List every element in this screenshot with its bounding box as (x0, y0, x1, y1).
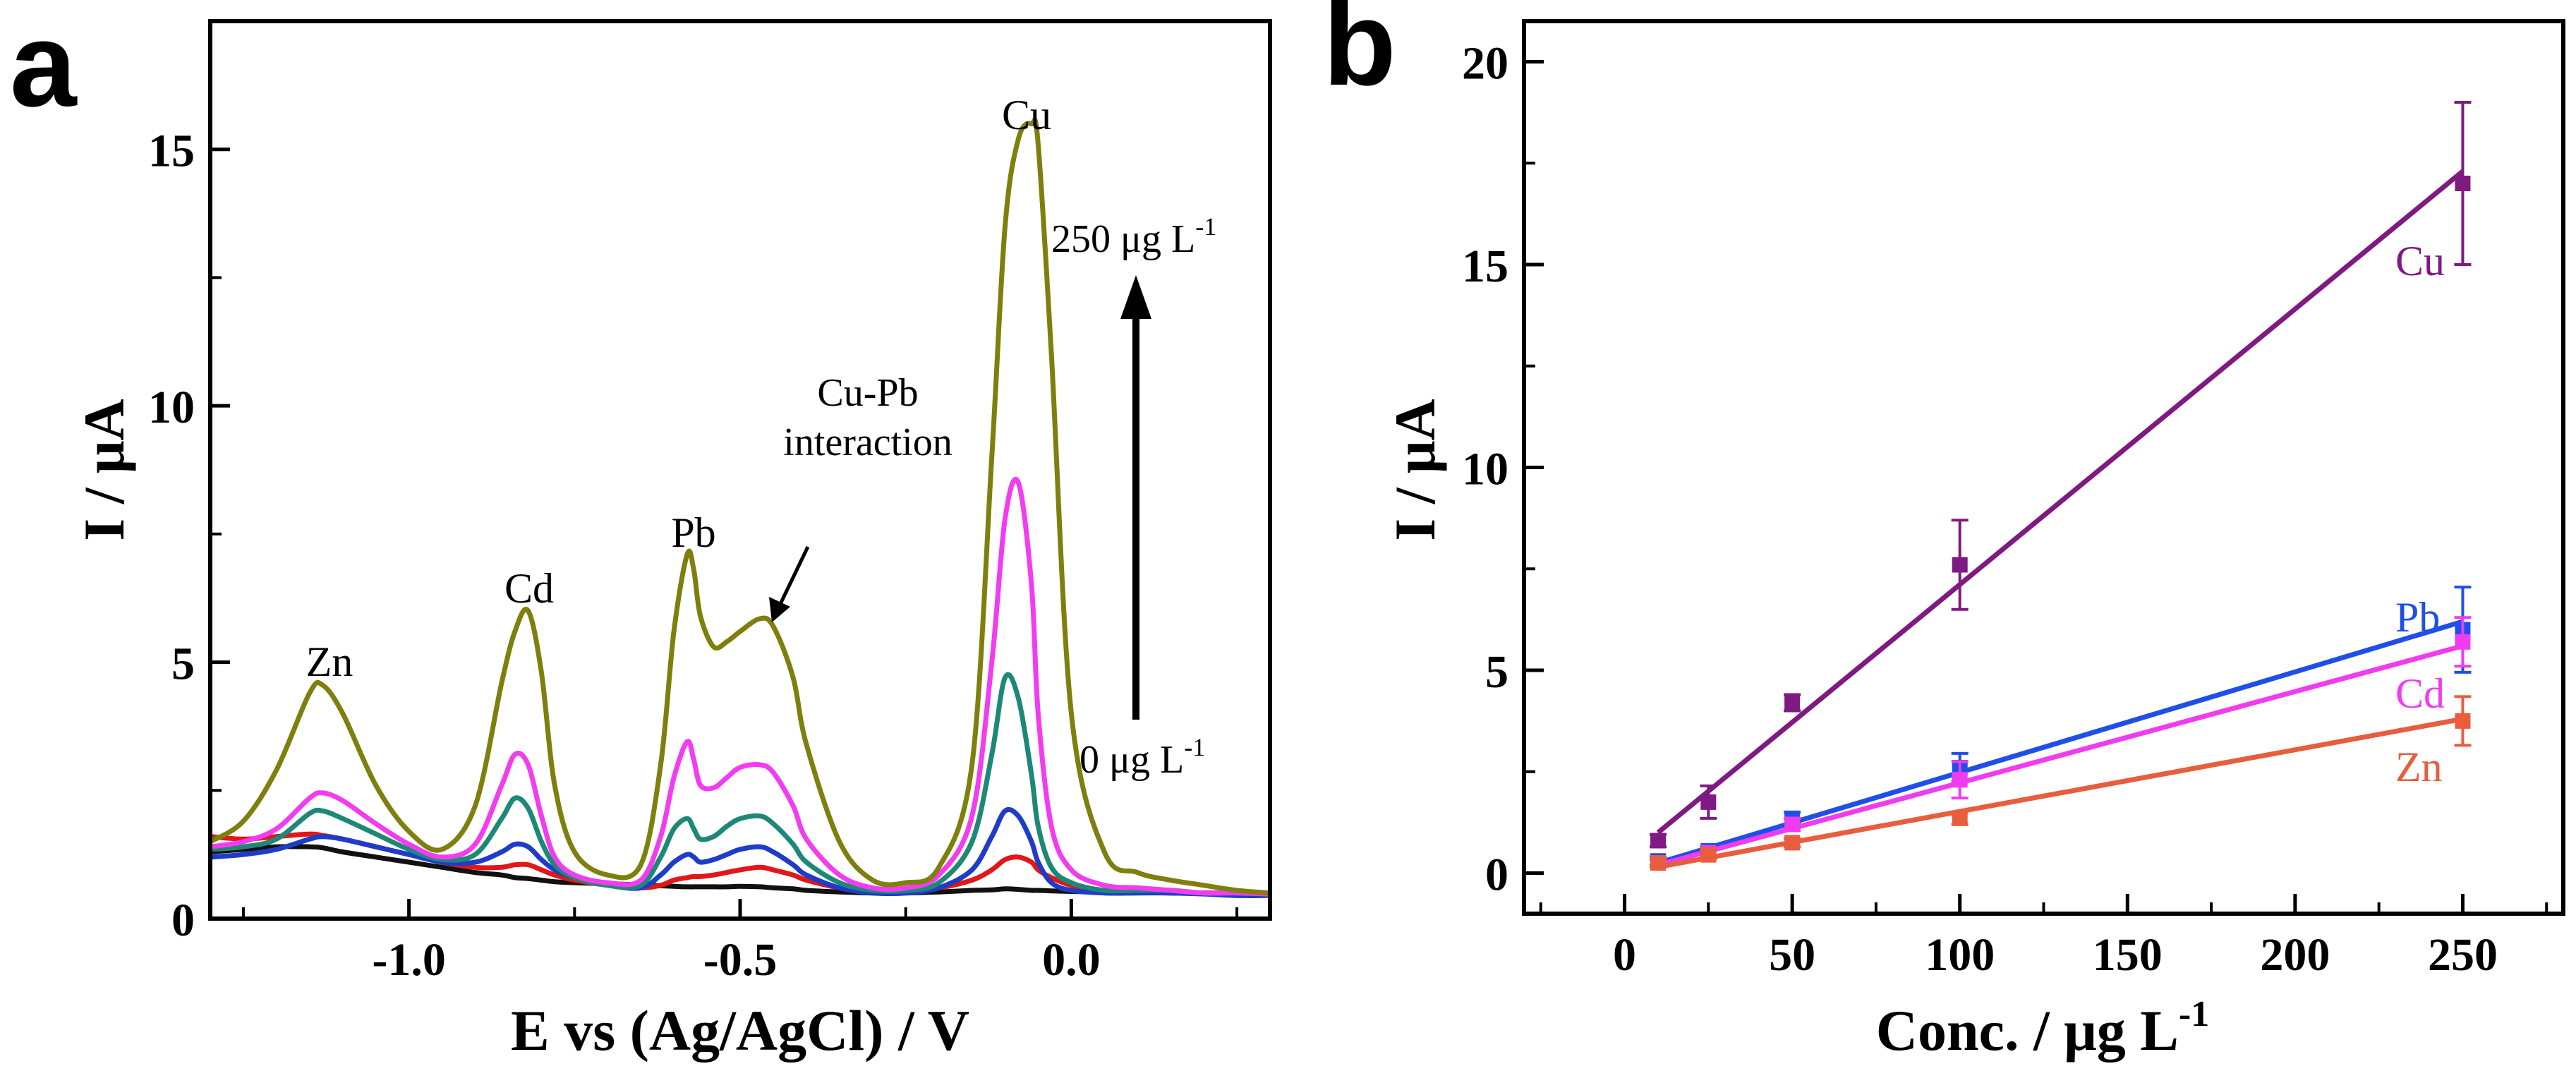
panel-a-y-tick-label: 15 (148, 126, 195, 177)
zn-peak-label: Zn (306, 639, 353, 685)
data-point-zn (2455, 713, 2471, 729)
panel-a-y-axis: 0 5 10 15 (148, 126, 230, 946)
panel-a-x-axis: -1.0 -0.5 0.0 (241, 899, 1239, 986)
concentration-max-exponent: -1 (1195, 212, 1216, 241)
data-point-cu (1952, 557, 1968, 573)
data-point-zn (1650, 855, 1667, 871)
data-point-cd (2455, 634, 2471, 650)
panel-b-x-tick-label: 200 (2260, 929, 2330, 981)
panel-b-x-tick-label: 250 (2428, 929, 2498, 981)
concentration-min-text: 0 μg L (1080, 738, 1184, 782)
series-label-cu: Cu (2395, 238, 2445, 284)
panel-b-x-axis-label-text: Conc. / μg L (1876, 998, 2179, 1063)
data-point-cu (1700, 794, 1717, 810)
panel-b-x-tick-label: 100 (1925, 929, 1995, 981)
concentration-max-label: 250 μg L-1 (1051, 212, 1216, 261)
cd-peak-label: Cd (504, 565, 554, 612)
panel-b-y-tick-label: 5 (1485, 646, 1508, 698)
data-point-zn (1952, 810, 1968, 826)
pb-peak-label: Pb (671, 509, 715, 556)
panel-b-series-group (1650, 101, 2472, 871)
cu-pb-interaction-label-line2: interaction (783, 421, 952, 464)
interaction-arrow-shaft (778, 545, 810, 605)
concentration-min-exponent: -1 (1184, 733, 1205, 761)
panel-b-x-axis-label-exponent: -1 (2179, 994, 2209, 1034)
panel-b-x-tick-label: 150 (2093, 929, 2163, 981)
panel-b-x-tick-label: 50 (1769, 929, 1815, 981)
panel-a-x-tick-label: -1.0 (372, 934, 445, 986)
panel-b-x-axis-label: Conc. / μg L-1 (1876, 994, 2210, 1063)
panel-b-y-axis-label: I / μA (1383, 399, 1447, 540)
fit-line-cu (1656, 169, 2465, 835)
panel-a-y-axis-label: I / μA (72, 399, 136, 540)
panel-b-x-axis: 0 50 100 150 200 250 (1539, 894, 2548, 981)
panel-a-x-tick-label: -0.5 (703, 934, 777, 986)
concentration-max-text: 250 μg L (1051, 217, 1195, 261)
panel-a-curve-3 (210, 672, 1271, 897)
panel-a-y-tick-label: 10 (148, 382, 195, 433)
panel-b-y-tick-label: 15 (1462, 241, 1508, 292)
data-point-cu (1784, 695, 1801, 710)
panel-a-x-tick-label: 0.0 (1042, 934, 1101, 986)
data-point-cd (1784, 816, 1801, 833)
panel-a-label: a (10, 0, 78, 132)
panel-b-y-tick-label: 0 (1485, 849, 1508, 901)
data-point-zn (1700, 847, 1717, 863)
panel-a-frame (208, 19, 1272, 921)
data-point-cu (1650, 833, 1667, 849)
panel-a-y-tick-label: 5 (171, 639, 195, 690)
fit-line-cd (1657, 643, 2464, 868)
series-label-cd: Cd (2395, 670, 2445, 717)
series-label-pb: Pb (2395, 594, 2440, 641)
data-point-cu (2455, 176, 2471, 191)
panel-a-series-group (209, 117, 1271, 898)
panel-a-curve-5 (209, 117, 1271, 896)
panel-b-x-tick-label: 0 (1613, 929, 1636, 981)
panel-b-label: b (1323, 0, 1396, 111)
panel-b-y-axis: 0 5 10 15 20 (1462, 38, 1544, 901)
panel-b-y-tick-label: 20 (1462, 38, 1508, 90)
concentration-min-label: 0 μg L-1 (1080, 733, 1205, 782)
interaction-arrow-head (769, 597, 790, 622)
panel-a-y-tick-label: 0 (171, 895, 195, 946)
panel-a-x-axis-label: E vs (Ag/AgCl) / V (511, 998, 969, 1063)
panel-b-y-tick-label: 10 (1462, 444, 1508, 495)
panel-b-series-labels: Cu Pb Cd Zn (2395, 238, 2445, 790)
panel-a-curve-2 (210, 806, 1271, 898)
panel-b: b 0 5 10 15 20 0 50 100 150 200 250 Conc. / μg L-… (1323, 0, 2565, 1063)
cu-pb-interaction-label-line1: Cu-Pb (817, 371, 918, 415)
cu-peak-label: Cu (1002, 92, 1051, 138)
concentration-arrow-head (1120, 275, 1151, 319)
series-label-zn: Zn (2395, 744, 2443, 790)
panel-a-curve-0 (210, 844, 1270, 896)
data-point-cd (1952, 772, 1968, 788)
panel-a-curve-4 (210, 476, 1271, 897)
data-point-zn (1784, 835, 1801, 851)
